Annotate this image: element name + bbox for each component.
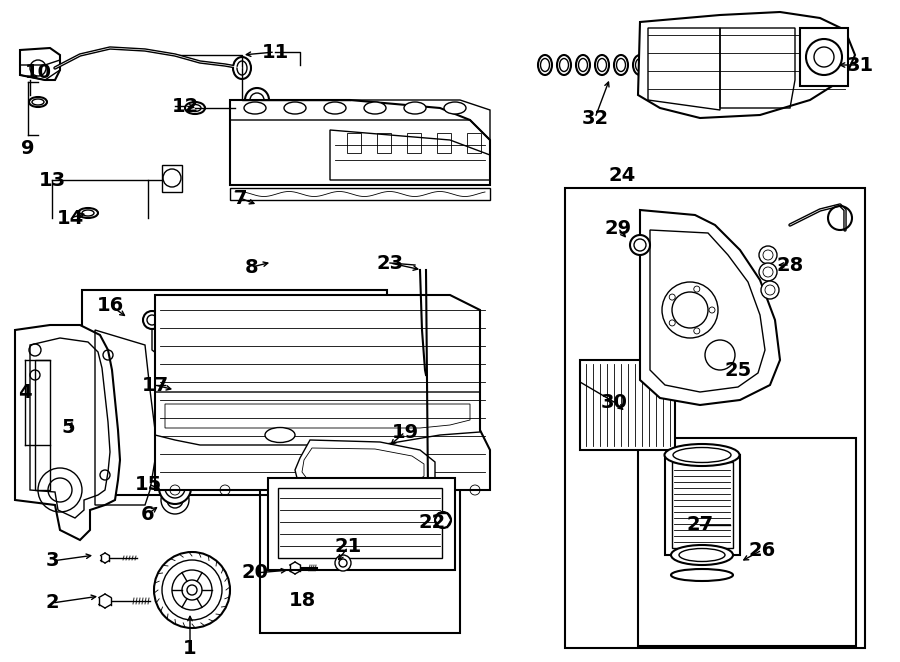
Text: 9: 9 [22, 138, 35, 158]
Circle shape [161, 486, 189, 514]
Bar [377, 133, 391, 153]
Text: 18: 18 [288, 591, 316, 610]
Polygon shape [15, 325, 120, 540]
Text: 30: 30 [600, 393, 627, 412]
Polygon shape [640, 210, 780, 405]
Text: 16: 16 [96, 295, 123, 314]
Ellipse shape [664, 444, 740, 466]
Bar [437, 133, 451, 153]
Ellipse shape [185, 102, 205, 114]
Ellipse shape [78, 208, 98, 218]
Text: 27: 27 [687, 516, 714, 534]
Text: 10: 10 [24, 62, 51, 81]
Bar [260, 468, 460, 633]
Polygon shape [295, 440, 435, 492]
Bar [638, 438, 856, 646]
Ellipse shape [29, 97, 47, 107]
Ellipse shape [671, 55, 685, 75]
Circle shape [422, 527, 438, 543]
Text: 29: 29 [605, 218, 632, 238]
Bar [565, 188, 865, 648]
Text: 28: 28 [777, 256, 804, 275]
Circle shape [182, 580, 202, 600]
Polygon shape [638, 12, 855, 118]
Circle shape [143, 311, 161, 329]
Bar [665, 455, 740, 555]
Circle shape [159, 472, 191, 504]
Text: 12: 12 [171, 97, 199, 115]
Bar [82, 290, 387, 495]
Ellipse shape [671, 545, 733, 565]
Ellipse shape [633, 55, 647, 75]
Text: 24: 24 [608, 166, 635, 185]
Ellipse shape [404, 102, 426, 114]
Text: 3: 3 [45, 551, 58, 571]
Polygon shape [20, 48, 60, 80]
Polygon shape [230, 100, 490, 185]
Circle shape [167, 492, 183, 508]
Ellipse shape [284, 102, 306, 114]
Circle shape [761, 281, 779, 299]
Polygon shape [268, 478, 455, 570]
Text: 2: 2 [45, 594, 58, 612]
Text: 19: 19 [392, 422, 418, 442]
Circle shape [759, 246, 777, 264]
Text: 11: 11 [261, 42, 289, 62]
Ellipse shape [364, 102, 386, 114]
Text: 23: 23 [376, 254, 403, 273]
Circle shape [187, 585, 197, 595]
Ellipse shape [538, 55, 552, 75]
Circle shape [172, 570, 212, 610]
Bar [800, 28, 848, 86]
Text: 14: 14 [57, 209, 84, 228]
Ellipse shape [324, 102, 346, 114]
Bar [407, 133, 421, 153]
Ellipse shape [244, 102, 266, 114]
Bar [467, 133, 481, 153]
Ellipse shape [652, 55, 666, 75]
Polygon shape [230, 188, 490, 200]
Text: 5: 5 [61, 418, 75, 436]
Circle shape [335, 555, 351, 571]
Bar [347, 133, 361, 153]
Text: 15: 15 [134, 475, 162, 493]
Text: 31: 31 [846, 56, 874, 75]
Ellipse shape [265, 428, 295, 442]
Text: 20: 20 [241, 563, 268, 583]
Text: 32: 32 [581, 109, 608, 128]
Text: 26: 26 [749, 540, 776, 559]
Bar [672, 462, 733, 548]
Polygon shape [155, 295, 490, 490]
Circle shape [154, 552, 230, 628]
Text: 13: 13 [39, 171, 66, 189]
Text: 8: 8 [245, 258, 259, 277]
Circle shape [759, 263, 777, 281]
Circle shape [245, 88, 269, 112]
Text: 6: 6 [141, 504, 155, 524]
Text: 4: 4 [18, 383, 32, 401]
Text: 25: 25 [724, 361, 751, 379]
Text: 17: 17 [141, 375, 168, 395]
Text: 7: 7 [233, 189, 247, 207]
Text: 21: 21 [335, 538, 362, 557]
Circle shape [630, 235, 650, 255]
Circle shape [435, 512, 451, 528]
Polygon shape [160, 305, 180, 315]
Ellipse shape [614, 55, 628, 75]
Bar [580, 360, 675, 450]
Polygon shape [162, 165, 182, 192]
Text: 1: 1 [184, 639, 197, 657]
Text: 22: 22 [418, 512, 446, 532]
Ellipse shape [557, 55, 571, 75]
Ellipse shape [671, 569, 733, 581]
Ellipse shape [444, 102, 466, 114]
Ellipse shape [690, 55, 704, 75]
Ellipse shape [233, 57, 251, 79]
Ellipse shape [595, 55, 609, 75]
Circle shape [162, 560, 222, 620]
Ellipse shape [576, 55, 590, 75]
